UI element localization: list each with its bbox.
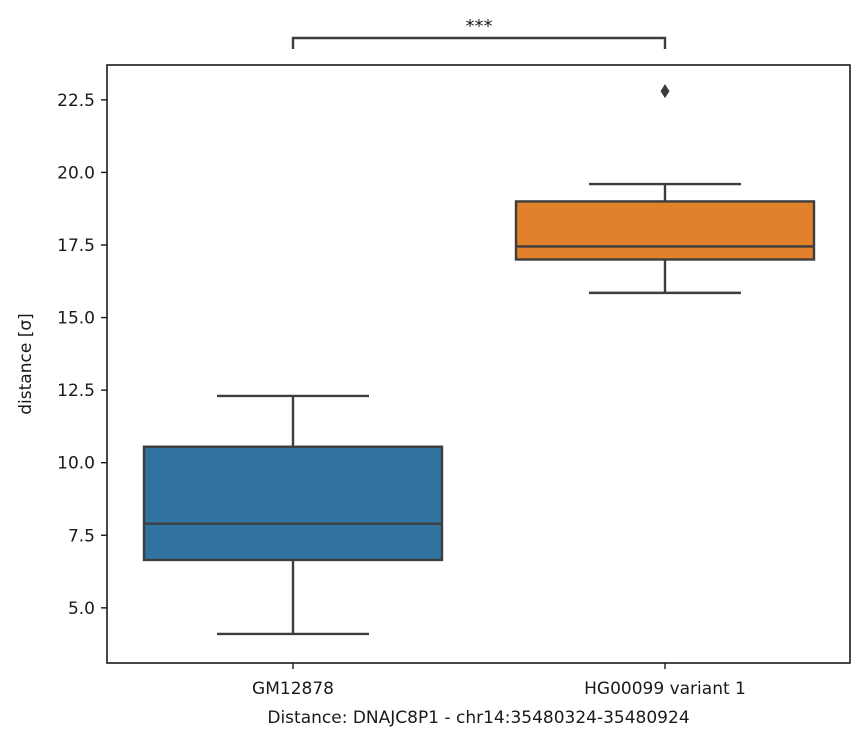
y-axis-label: distance [σ] — [16, 313, 36, 414]
boxes — [142, 84, 816, 636]
x-axis-label: Distance: DNAJC8P1 - chr14:35480324-3548… — [267, 708, 689, 728]
outlier-point — [660, 84, 670, 99]
plot-area — [106, 64, 851, 664]
y-axis: 5.0 7.5 10.0 12.5 15.0 17.5 20.0 22.5 — [57, 91, 107, 619]
y-tick-label: 17.5 — [57, 236, 95, 256]
y-tick-label: 12.5 — [57, 381, 95, 401]
y-tick-label: 20.0 — [57, 163, 95, 183]
y-tick-label: 22.5 — [57, 91, 95, 111]
box-group — [514, 84, 816, 295]
y-tick-label: 15.0 — [57, 309, 95, 329]
y-tick-label: 10.0 — [57, 454, 95, 474]
significance-bracket — [291, 36, 667, 49]
significance-annotation: *** — [291, 16, 667, 49]
y-tick-label: 5.0 — [68, 599, 95, 619]
significance-label: *** — [466, 16, 493, 37]
plot-frame — [106, 64, 851, 664]
y-tick-label: 7.5 — [68, 526, 95, 546]
box-group — [142, 394, 444, 636]
x-tick-label: GM12878 — [252, 679, 334, 699]
box-iqr — [514, 200, 816, 261]
box-iqr — [142, 445, 444, 562]
x-axis: GM12878 HG00099 variant 1 — [252, 663, 746, 699]
x-tick-label: HG00099 variant 1 — [584, 679, 746, 699]
